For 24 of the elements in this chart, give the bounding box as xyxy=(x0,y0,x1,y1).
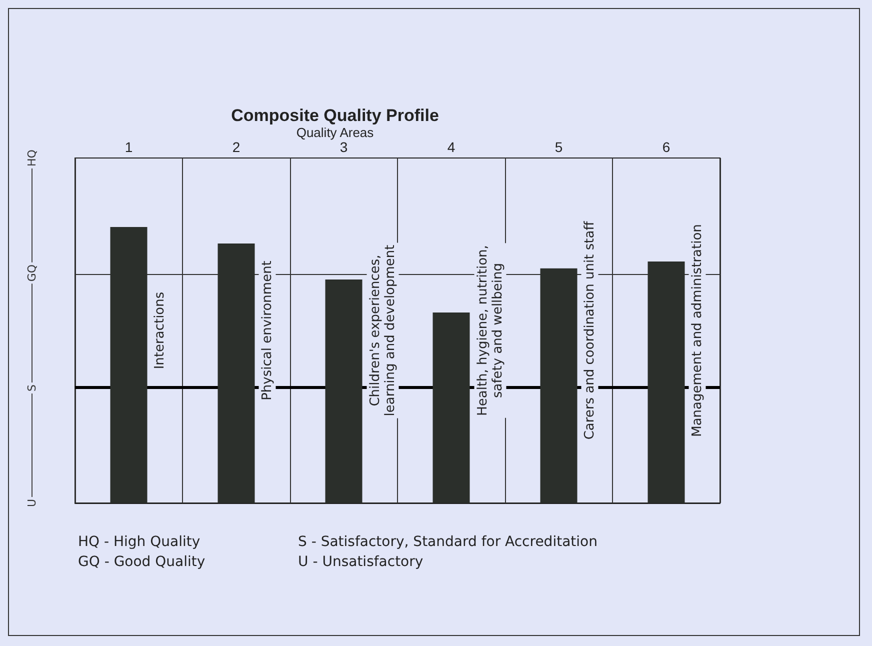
chart-title: Composite Quality Profile xyxy=(231,106,439,125)
text: HQ - High Quality xyxy=(78,534,202,552)
text: S - Satisfactory, Standard for Accreditation xyxy=(298,534,598,552)
x-tick-label: 3 xyxy=(340,139,348,155)
text: GQ xyxy=(26,264,38,282)
x-tick-label: 2 xyxy=(232,139,240,155)
annotation: Carers and coordination unit staff xyxy=(582,220,598,440)
x-tick-label: 5 xyxy=(554,139,563,155)
text: HQ xyxy=(26,149,38,166)
annotation: Management and administration xyxy=(690,224,705,437)
bar xyxy=(432,312,470,503)
x-tick-label: 1 xyxy=(124,139,133,155)
annotation: Interactions xyxy=(152,292,168,370)
annotation: Health, hygiene, nutrition, safety and wellbeing xyxy=(475,245,506,416)
annotation: Physical environment xyxy=(260,260,275,400)
text: U - Unsatisfactory xyxy=(298,554,424,572)
x-tick-label: 6 xyxy=(662,139,670,155)
text: GQ - Good Quality xyxy=(78,554,206,572)
annotation: Children's experiences, learning and development xyxy=(368,244,398,416)
text: U xyxy=(26,498,38,508)
x-tick-label: 4 xyxy=(447,139,456,155)
bar xyxy=(325,279,362,503)
x-axis-title: Quality Areas xyxy=(296,125,374,140)
text: S xyxy=(26,384,38,392)
